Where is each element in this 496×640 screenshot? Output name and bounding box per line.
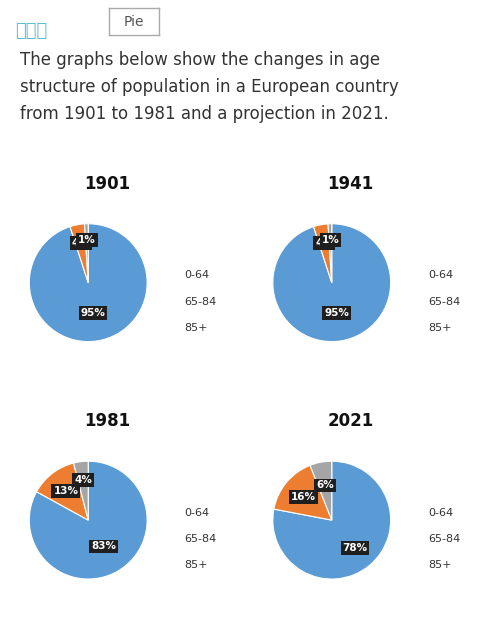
Wedge shape <box>29 224 147 342</box>
Wedge shape <box>273 224 391 342</box>
Wedge shape <box>274 465 332 520</box>
Text: 85+: 85+ <box>185 561 208 570</box>
Text: 65-84: 65-84 <box>428 296 460 307</box>
Text: 4%: 4% <box>74 476 92 485</box>
Text: 小作文: 小作文 <box>15 22 47 40</box>
Wedge shape <box>29 461 147 579</box>
Text: Pie: Pie <box>124 15 144 29</box>
Wedge shape <box>310 461 332 520</box>
Text: 0-64: 0-64 <box>185 508 210 518</box>
Wedge shape <box>73 461 88 520</box>
Text: 65-84: 65-84 <box>428 534 460 544</box>
Text: 13%: 13% <box>54 486 78 496</box>
Wedge shape <box>313 224 332 283</box>
Text: 1901: 1901 <box>84 175 130 193</box>
Text: 65-84: 65-84 <box>185 296 217 307</box>
Text: 1941: 1941 <box>328 175 374 193</box>
Text: 85+: 85+ <box>428 323 451 333</box>
Text: The graphs below show the changes in age
structure of population in a European c: The graphs below show the changes in age… <box>20 51 399 124</box>
Text: 2021: 2021 <box>328 412 374 430</box>
Wedge shape <box>328 224 332 283</box>
Wedge shape <box>37 463 88 520</box>
Wedge shape <box>84 224 88 283</box>
Text: 0-64: 0-64 <box>428 270 453 280</box>
Text: 95%: 95% <box>324 308 349 318</box>
Text: 4%: 4% <box>72 238 90 248</box>
Text: 16%: 16% <box>291 492 316 502</box>
Text: 1%: 1% <box>321 236 339 245</box>
Text: 0-64: 0-64 <box>185 270 210 280</box>
Text: 78%: 78% <box>342 543 368 553</box>
Text: 83%: 83% <box>91 541 117 552</box>
Text: 0-64: 0-64 <box>428 508 453 518</box>
Wedge shape <box>70 224 88 283</box>
Text: 65-84: 65-84 <box>185 534 217 544</box>
Text: 6%: 6% <box>316 481 334 490</box>
Text: 85+: 85+ <box>185 323 208 333</box>
Wedge shape <box>273 461 391 579</box>
Text: 1%: 1% <box>78 236 96 245</box>
Text: 1981: 1981 <box>84 412 130 430</box>
Text: 95%: 95% <box>80 308 106 318</box>
Text: 85+: 85+ <box>428 561 451 570</box>
Text: 4%: 4% <box>315 238 333 248</box>
